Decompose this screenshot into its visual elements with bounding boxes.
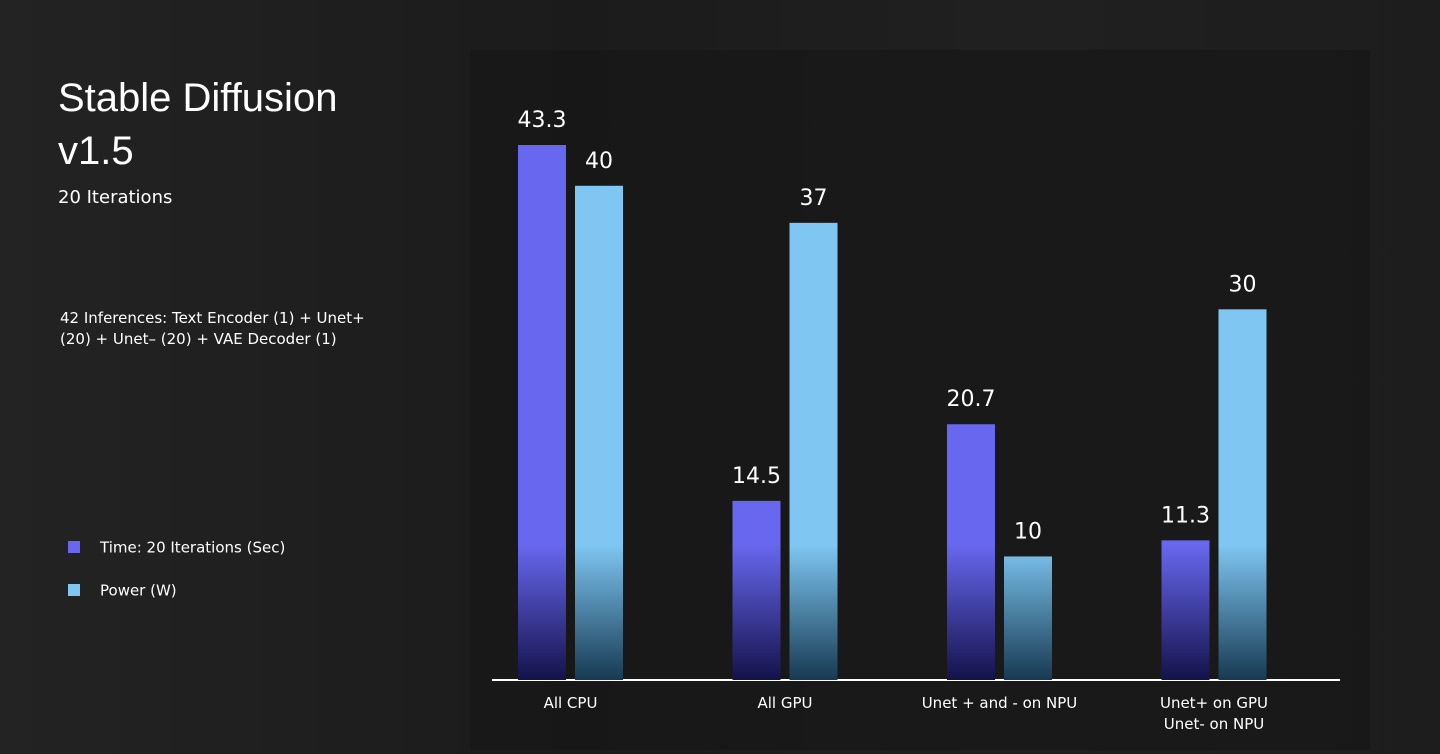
- annotation: 42 Inferences: Text Encoder (1) + Unet+ …: [60, 309, 365, 348]
- bar: [1161, 540, 1210, 680]
- x-tick-label: All GPU: [757, 694, 813, 712]
- x-tick-label: Unet + and - on NPU: [921, 694, 1078, 712]
- data-label: 43.3: [518, 108, 567, 133]
- bar: [947, 424, 995, 680]
- legend-swatch: [68, 584, 80, 596]
- bar: [732, 500, 781, 680]
- bar: [1004, 556, 1052, 680]
- legend-label: Power (W): [100, 582, 177, 600]
- data-label: 37: [800, 186, 828, 211]
- data-label: 11.3: [1161, 503, 1210, 528]
- bar: [575, 185, 623, 680]
- bar: [789, 222, 838, 681]
- subtitle: 20 Iterations: [58, 187, 173, 208]
- bar: [1218, 309, 1267, 680]
- data-label: 30: [1229, 272, 1257, 297]
- legend-label: Time: 20 Iterations (Sec): [99, 539, 285, 557]
- x-tick-label: Unet+ on GPU Unet- on NPU: [1159, 694, 1269, 733]
- data-label: 14.5: [732, 464, 781, 489]
- data-label: 20.7: [947, 387, 996, 412]
- x-tick-label: All CPU: [543, 694, 598, 712]
- chart-title: Stable Diffusion v1.5: [58, 76, 338, 173]
- data-label: 40: [585, 149, 613, 174]
- bar: [518, 145, 566, 680]
- legend-swatch: [68, 541, 80, 553]
- data-label: 10: [1014, 519, 1042, 544]
